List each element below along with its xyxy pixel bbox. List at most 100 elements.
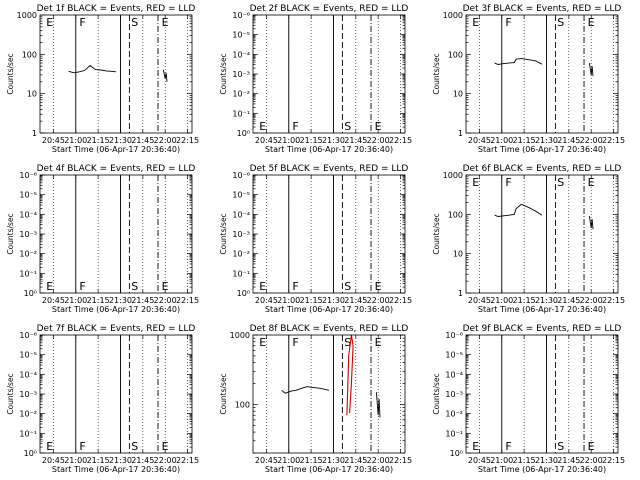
y-tick-label: 10	[453, 90, 463, 99]
x-tick-label: 21:00	[277, 136, 300, 145]
x-tick-label: 20:45	[42, 296, 65, 305]
y-tick-label: 10⁻³	[445, 390, 463, 399]
marker-label-E: E	[588, 16, 595, 29]
x-tick-label: 21:15	[513, 136, 536, 145]
x-tick-label: 21:30	[322, 456, 345, 465]
y-tick-label: 1000	[17, 11, 37, 20]
events-series-line-1	[494, 58, 543, 65]
marker-label-E: E	[588, 440, 595, 453]
y-tick-label: 10⁻⁵	[232, 31, 250, 40]
marker-label-E-left: E	[46, 16, 53, 29]
x-tick-label: 22:15	[602, 136, 625, 145]
plot-frame	[39, 14, 193, 134]
y-tick-label: 10⁻²	[19, 410, 37, 419]
marker-label-S: S	[131, 440, 138, 453]
panel-title: Det 2f BLACK = Events, RED = LLD	[250, 4, 409, 14]
marker-label-E-left: E	[46, 440, 53, 453]
x-tick-label: 21:15	[87, 456, 110, 465]
plot-frame	[252, 14, 406, 134]
y-tick-label: 100	[448, 50, 463, 59]
detector-panel-8: Det 8f BLACK = Events, RED = LLD E F S E 20:4…	[219, 324, 412, 474]
y-tick-label: 10⁰	[237, 289, 250, 298]
y-tick-label: 1	[32, 129, 37, 138]
x-axis-label: Start Time (06-Apr-17 20:36:40)	[52, 305, 180, 314]
x-tick-label: 21:15	[300, 296, 323, 305]
marker-label-F: F	[505, 176, 511, 189]
marker-label-S: S	[344, 336, 351, 349]
y-axis-label: Counts/sec	[432, 213, 441, 254]
panel-title: Det 4f BLACK = Events, RED = LLD	[37, 164, 196, 174]
x-tick-label: 20:45	[468, 136, 491, 145]
y-tick-label: 100	[235, 400, 250, 409]
x-tick-label: 22:15	[602, 296, 625, 305]
x-tick-label: 20:45	[255, 296, 278, 305]
detector-panel-3: Det 3f BLACK = Events, RED = LLD E F S E 20:4…	[432, 4, 625, 154]
marker-label-S: S	[557, 16, 564, 29]
x-tick-label: 22:15	[389, 136, 412, 145]
events-series-line-1	[281, 386, 330, 394]
x-axis-label: Start Time (06-Apr-17 20:36:40)	[478, 465, 606, 474]
x-tick-label: 21:00	[490, 296, 513, 305]
y-tick-label: 10⁻³	[19, 230, 37, 239]
plot-frame	[39, 334, 193, 454]
detector-panel-7: Det 7f BLACK = Events, RED = LLD E F S E 20:4…	[6, 324, 199, 474]
marker-label-S: S	[131, 280, 138, 293]
y-tick-label: 10⁻¹	[445, 429, 463, 438]
x-tick-label: 20:45	[468, 456, 491, 465]
marker-label-E: E	[375, 120, 382, 133]
x-tick-label: 22:15	[176, 136, 199, 145]
marker-label-F: F	[79, 280, 85, 293]
plot-frame	[465, 334, 619, 454]
x-tick-label: 22:15	[389, 296, 412, 305]
panel-title: Det 1f BLACK = Events, RED = LLD	[37, 4, 196, 14]
y-tick-label: 10⁻¹	[232, 269, 250, 278]
y-tick-label: 10⁻⁵	[19, 191, 37, 200]
y-tick-label: 10⁻⁴	[445, 370, 463, 379]
y-tick-label: 10⁰	[450, 449, 463, 458]
y-tick-label: 10⁻¹	[232, 109, 250, 118]
y-tick-label: 10⁻⁶	[19, 331, 37, 340]
x-tick-label: 20:45	[42, 136, 65, 145]
y-tick-label: 10⁰	[237, 129, 250, 138]
x-tick-label: 20:45	[468, 296, 491, 305]
plot-frame	[252, 174, 406, 294]
x-tick-label: 22:15	[389, 456, 412, 465]
y-axis-label: Counts/sec	[219, 213, 228, 254]
x-tick-label: 21:15	[87, 136, 110, 145]
y-tick-label: 10⁻²	[232, 250, 250, 259]
marker-label-F: F	[79, 440, 85, 453]
y-tick-label: 10⁻²	[19, 250, 37, 259]
y-axis-label: Counts/sec	[219, 53, 228, 94]
panel-title: Det 3f BLACK = Events, RED = LLD	[463, 4, 622, 14]
marker-label-E-left: E	[259, 280, 266, 293]
panel-title: Det 5f BLACK = Events, RED = LLD	[250, 164, 409, 174]
x-tick-label: 21:00	[490, 136, 513, 145]
y-axis-label: Counts/sec	[6, 53, 15, 94]
x-tick-label: 21:30	[109, 456, 132, 465]
panel-title: Det 7f BLACK = Events, RED = LLD	[37, 324, 196, 334]
y-tick-label: 1000	[443, 171, 463, 180]
plot-frame	[252, 334, 406, 454]
x-tick-label: 22:00	[154, 456, 177, 465]
x-tick-label: 21:45	[131, 136, 154, 145]
x-tick-label: 21:15	[513, 296, 536, 305]
x-tick-label: 21:45	[557, 136, 580, 145]
marker-label-E: E	[162, 440, 169, 453]
x-tick-label: 21:30	[109, 136, 132, 145]
x-tick-label: 22:15	[176, 456, 199, 465]
panel-title: Det 9f BLACK = Events, RED = LLD	[463, 324, 622, 334]
marker-label-E: E	[162, 280, 169, 293]
y-tick-label: 10⁻²	[232, 90, 250, 99]
events-series-line-2	[162, 69, 168, 82]
x-axis-label: Start Time (06-Apr-17 20:36:40)	[478, 305, 606, 314]
y-tick-label: 10⁻⁴	[19, 210, 37, 219]
x-tick-label: 22:00	[580, 296, 603, 305]
marker-label-F: F	[292, 280, 298, 293]
x-tick-label: 22:00	[154, 136, 177, 145]
y-tick-label: 1	[458, 129, 463, 138]
x-tick-label: 21:45	[557, 456, 580, 465]
x-axis-label: Start Time (06-Apr-17 20:36:40)	[265, 145, 393, 154]
y-tick-label: 10⁻⁶	[445, 331, 463, 340]
marker-label-F: F	[79, 16, 85, 29]
